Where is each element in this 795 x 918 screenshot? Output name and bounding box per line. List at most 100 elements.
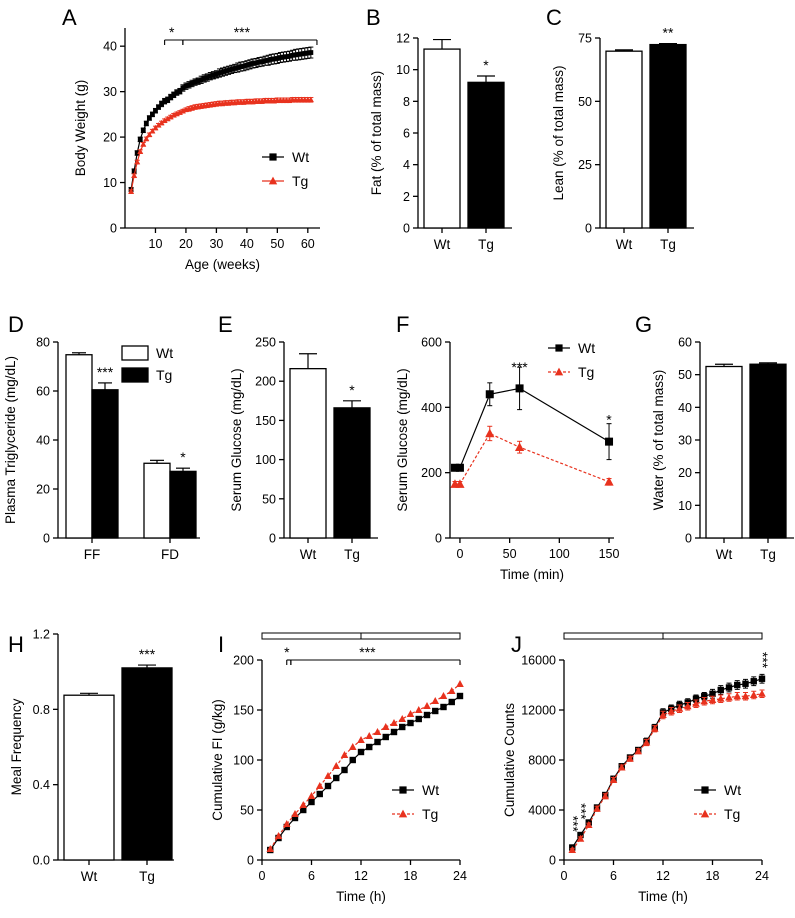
- data-point-A-wt: [241, 63, 247, 69]
- y-axis-label-F: Serum Glucose (mg/dL): [395, 368, 410, 511]
- data-point-I-wt: [341, 766, 348, 774]
- y-tick-label-E: 150: [255, 414, 276, 428]
- data-point-A-wt: [229, 66, 235, 72]
- data-point-I-wt: [448, 698, 455, 706]
- data-point-A-wt: [180, 85, 186, 91]
- data-point-A-tg: [128, 188, 135, 194]
- data-point-I-tg: [291, 810, 299, 817]
- data-point-J-wt: [725, 684, 733, 691]
- data-point-F-wt: [605, 437, 614, 446]
- data-point-A-wt: [168, 94, 174, 100]
- panel-letter-C: C: [546, 5, 562, 30]
- data-point-J-tg: [667, 707, 676, 715]
- y-axis-label-C: Lean (% of total mass): [551, 65, 566, 200]
- x-tick-label-F: 0: [456, 547, 463, 561]
- data-point-I-wt: [399, 723, 406, 731]
- data-point-J-tg: [626, 754, 634, 762]
- y-tick-label-F: 400: [421, 401, 442, 415]
- x-tick-label-A: 60: [301, 237, 315, 251]
- x-tick-label-C-tg: Tg: [660, 237, 676, 252]
- y-tick-label-G: 50: [678, 368, 692, 382]
- y-tick-label-A: 30: [103, 85, 117, 99]
- y-tick-label-B: 4: [403, 158, 410, 172]
- data-point-J-tg: [708, 696, 717, 703]
- data-point-J-tg: [716, 694, 725, 702]
- data-point-A-wt: [262, 58, 268, 64]
- y-tick-label-C: 0: [585, 222, 592, 236]
- data-point-J-wt: [717, 686, 724, 694]
- x-axis-label-I: Time (h): [336, 889, 386, 904]
- data-point-J-wt: [750, 678, 757, 685]
- data-point-A-wt: [256, 59, 262, 65]
- data-point-A-wt: [162, 98, 168, 104]
- data-point-A-wt: [143, 121, 149, 126]
- series-line-I-wt: [269, 695, 461, 851]
- data-point-I-wt: [366, 743, 373, 751]
- y-axis-label-B: Fat (% of total mass): [369, 71, 384, 196]
- x-tick-label-C-wt: Wt: [616, 237, 633, 252]
- data-point-A-wt: [210, 72, 216, 78]
- data-point-I-tg: [307, 792, 316, 799]
- x-tick-label-A: 40: [240, 237, 254, 251]
- x-axis-label-A: Age (weeks): [185, 257, 260, 272]
- x-tick-label-J: 6: [610, 869, 617, 883]
- point-stars-J: ***: [755, 652, 771, 669]
- data-point-J-wt: [758, 675, 766, 682]
- data-point-I-wt: [291, 814, 299, 822]
- data-point-I-tg: [456, 680, 464, 687]
- x-tick-label-A: 10: [149, 237, 163, 251]
- series-line-F-tg: [455, 432, 610, 485]
- y-tick-label-B: 2: [403, 190, 410, 204]
- data-point-F-tg: [514, 442, 525, 451]
- data-point-J-tg: [609, 776, 618, 783]
- data-point-A-tg: [155, 122, 162, 128]
- x-tick-label-D-fd: FD: [161, 547, 179, 562]
- legend-label-D-wt: Wt: [156, 345, 173, 361]
- legend-marker-F-tg: [554, 367, 564, 376]
- data-point-I-wt: [382, 733, 389, 741]
- data-point-J-tg: [683, 702, 692, 710]
- series-line-A-tg: [130, 99, 311, 192]
- data-point-I-tg: [365, 732, 374, 739]
- y-tick-label-B: 6: [403, 127, 410, 141]
- data-point-I-tg: [274, 832, 283, 839]
- x-tick-label-F: 50: [503, 547, 517, 561]
- x-tick-label-I: 12: [354, 869, 368, 883]
- y-tick-label-I: 100: [233, 754, 254, 768]
- data-point-I-wt: [300, 806, 307, 814]
- data-point-J-tg: [601, 792, 610, 800]
- x-tick-label-J: 0: [561, 869, 568, 883]
- data-point-A-wt: [296, 51, 302, 57]
- y-tick-label-D: 0: [43, 532, 50, 546]
- y-tick-label-C: 75: [578, 32, 592, 46]
- y-tick-label-I: 50: [240, 804, 254, 818]
- data-point-I-wt: [324, 782, 332, 790]
- x-tick-label-I: 18: [404, 869, 418, 883]
- data-point-A-wt: [131, 168, 137, 174]
- data-point-I-tg: [447, 687, 456, 694]
- data-point-I-tg: [406, 710, 415, 717]
- data-point-A-tg: [307, 96, 314, 103]
- data-point-I-tg: [439, 692, 448, 699]
- y-tick-label-F: 600: [421, 336, 442, 350]
- significance-stars-I: ***: [359, 644, 376, 660]
- data-point-I-wt: [415, 715, 422, 723]
- data-point-I-tg: [357, 736, 365, 743]
- y-tick-label-G: 0: [685, 532, 692, 546]
- data-point-I-wt: [407, 719, 414, 727]
- x-tick-label-J: 12: [656, 869, 670, 883]
- y-tick-label-A: 40: [103, 40, 117, 54]
- x-axis-label-J: Time (h): [638, 889, 688, 904]
- data-point-A-wt: [308, 50, 314, 55]
- data-point-J-wt: [734, 681, 741, 689]
- data-point-I-wt: [390, 728, 398, 736]
- data-point-I-tg: [266, 845, 275, 852]
- y-tick-label-F: 200: [421, 466, 442, 480]
- data-point-J-tg: [593, 804, 601, 812]
- y-tick-label-E: 250: [255, 336, 276, 350]
- legend-swatch-D-wt: [121, 345, 149, 361]
- data-point-A-wt: [177, 88, 183, 94]
- data-point-I-wt: [333, 774, 340, 782]
- data-point-A-wt: [259, 59, 265, 65]
- y-tick-label-C: 25: [578, 158, 592, 172]
